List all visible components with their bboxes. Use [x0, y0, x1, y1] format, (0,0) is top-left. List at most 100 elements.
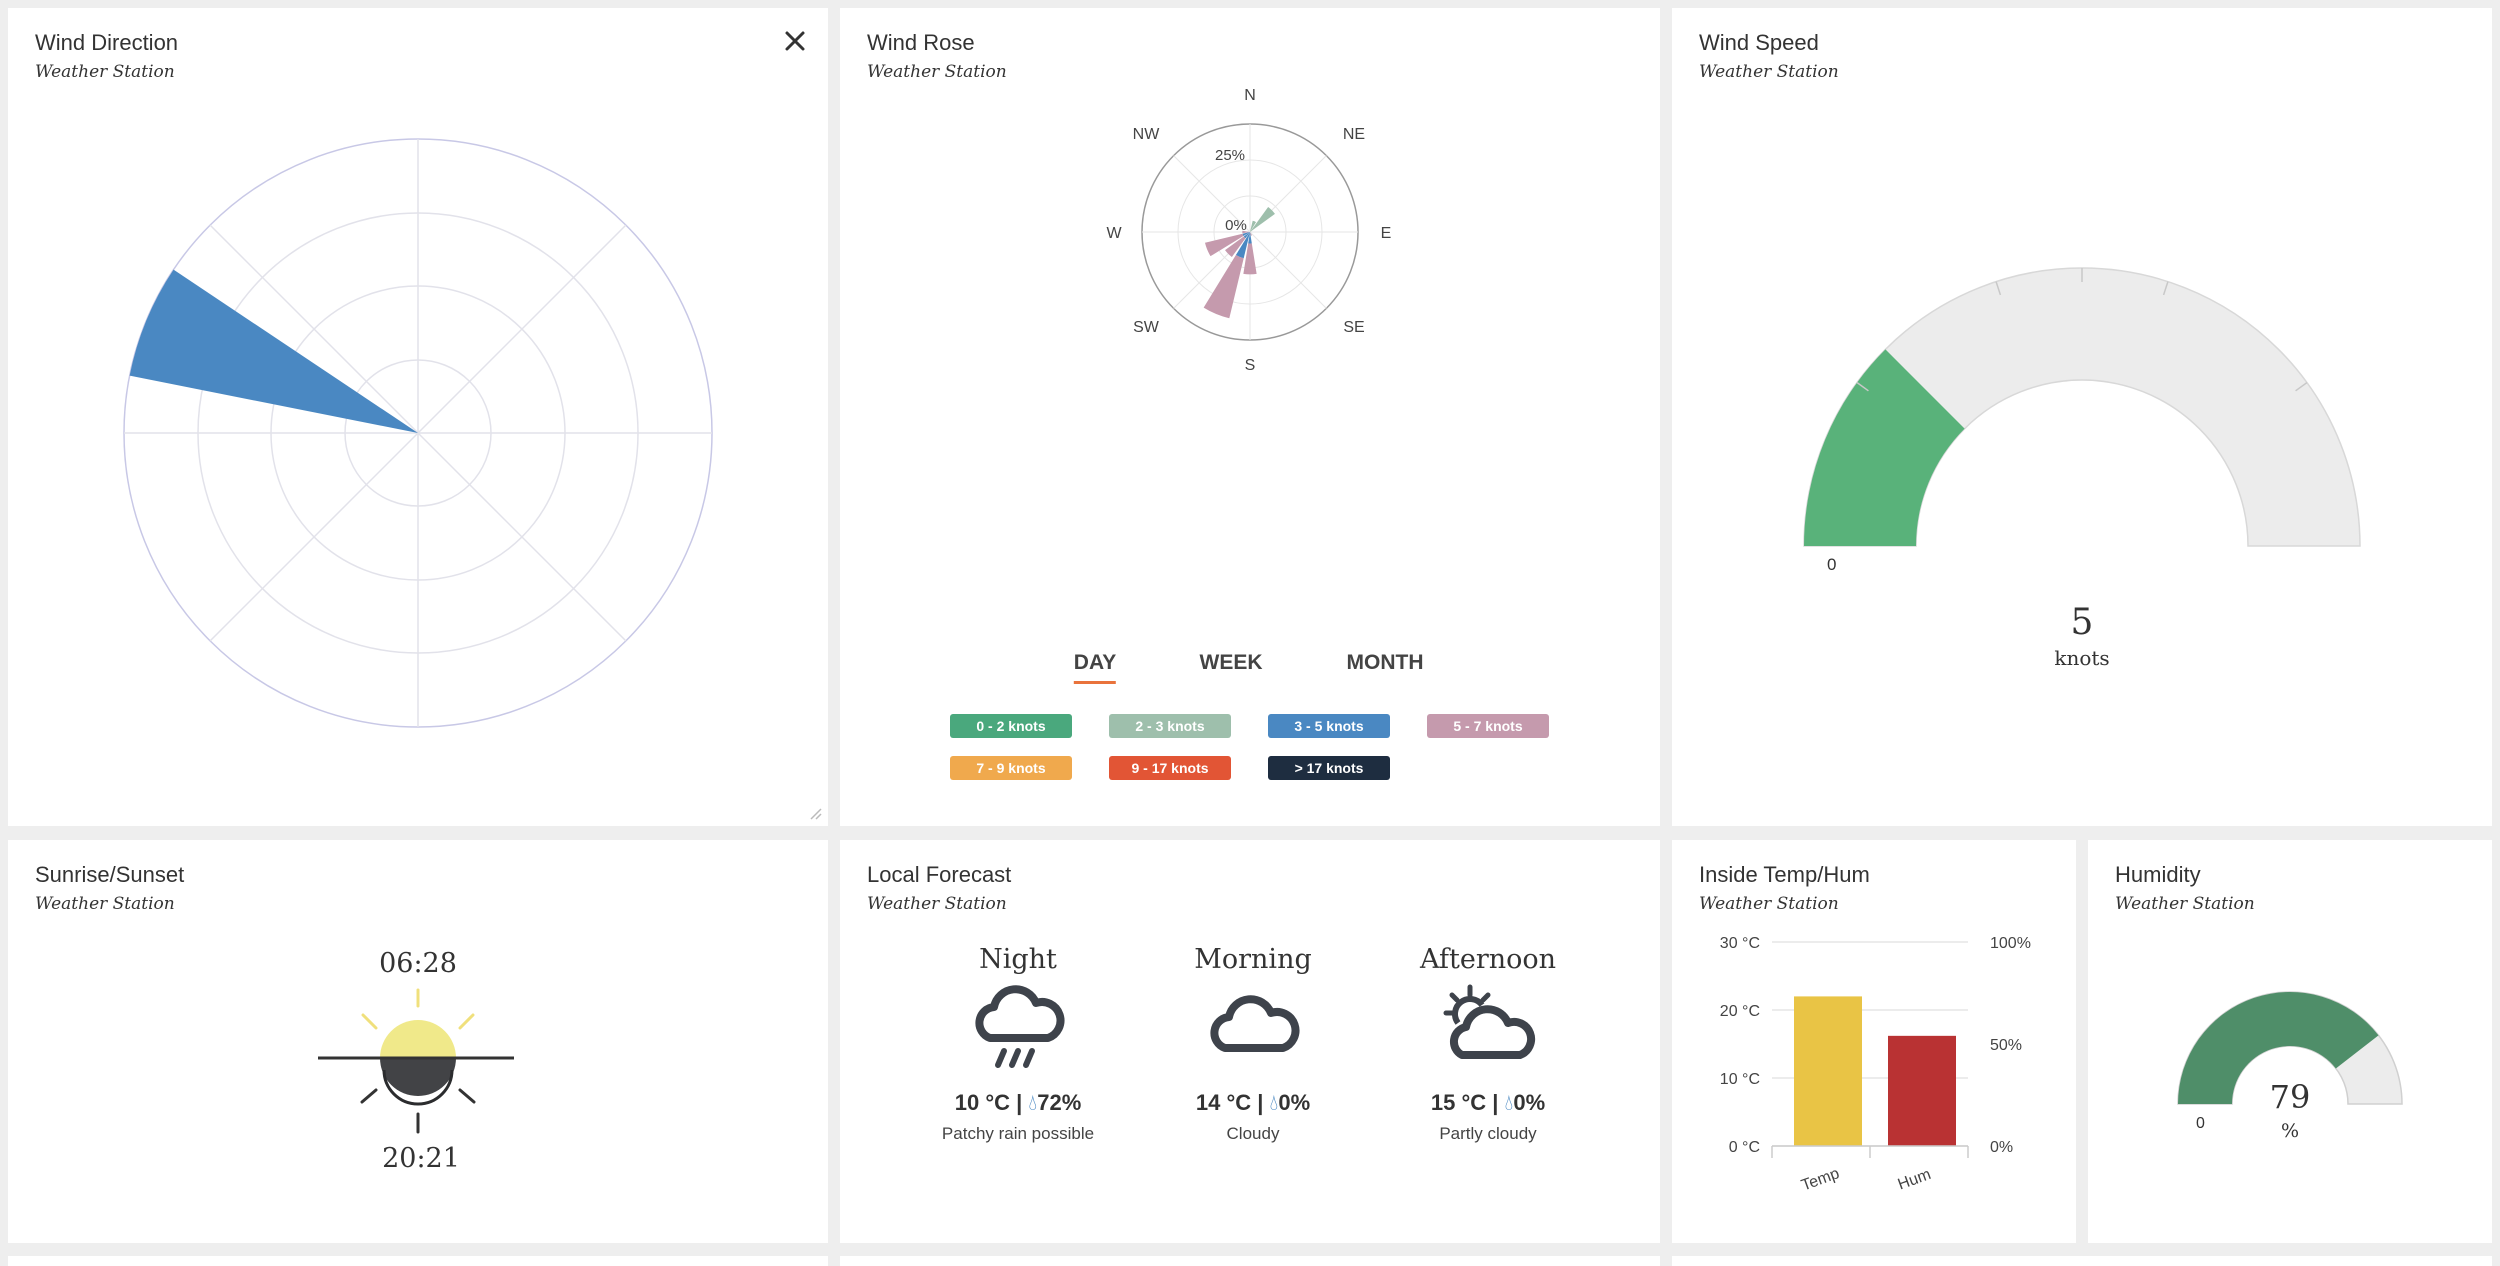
- forecast-period: Morning: [1194, 944, 1312, 975]
- compass-label: NE: [1343, 126, 1365, 143]
- wind-rose-bar: [1250, 232, 1253, 236]
- left-axis-tick: 20 °C: [1720, 1003, 1760, 1020]
- card-title: Wind Direction: [35, 30, 179, 55]
- gauge-value: 79: [2269, 1078, 2311, 1116]
- rain-cloud-icon: [975, 985, 1065, 1068]
- wind-rose-bar: [1243, 232, 1250, 239]
- legend-item[interactable]: 9 - 17 knots: [1109, 756, 1231, 780]
- card-subtitle: Weather Station: [35, 62, 175, 82]
- grid-spoke: [1249, 231, 1327, 309]
- inside-temp-hum-card: Inside Temp/Hum Weather Station 30 °C 20 …: [1672, 840, 2076, 1243]
- forecast-desc: Partly cloudy: [1439, 1124, 1537, 1143]
- ring-label: 0%: [1225, 217, 1247, 234]
- compass-label: N: [1244, 87, 1256, 104]
- legend-item[interactable]: 0 - 2 knots: [950, 714, 1072, 738]
- forecast-temp: 14 °C |: [1195, 1090, 1264, 1115]
- grid-spoke: [209, 432, 419, 642]
- grid-spoke: [417, 224, 627, 434]
- gauge-tick: [2295, 381, 2308, 392]
- wind-speed-card: Wind Speed Weather Station 0 5 knots: [1672, 8, 2492, 826]
- forecast-desc: Cloudy: [1226, 1124, 1280, 1143]
- legend-item[interactable]: > 17 knots: [1268, 756, 1390, 780]
- ring-label: 25%: [1215, 147, 1245, 164]
- compass-label: NW: [1133, 126, 1161, 143]
- right-axis-tick: 100%: [1990, 935, 2031, 952]
- right-axis-tick: 0%: [1990, 1139, 2013, 1156]
- bar-temp: [1794, 996, 1862, 1146]
- card-subtitle: Weather Station: [867, 894, 1007, 914]
- forecast-afternoon: Afternoon 15 °C | 💧︎0% Partly cloudy: [1373, 944, 1603, 1144]
- cloud-icon: [1210, 995, 1300, 1052]
- forecast-rain: 72%: [1037, 1090, 1082, 1115]
- next-card-edge: [8, 1256, 828, 1266]
- legend-item[interactable]: 2 - 3 knots: [1109, 714, 1231, 738]
- forecast-rain: 0%: [1513, 1090, 1546, 1115]
- card-subtitle: Weather Station: [1699, 894, 1839, 914]
- card-subtitle: Weather Station: [867, 62, 1007, 82]
- wind-rose-bar: [1242, 232, 1250, 237]
- forecast-night: Night 10 °C | 💧︎72% Patchy rain possible: [903, 944, 1133, 1144]
- gauge-tick: [1995, 281, 2002, 296]
- wind-rose-bar: [1242, 230, 1250, 234]
- card-title: Humidity: [2115, 862, 2201, 887]
- resize-handle-icon[interactable]: [806, 804, 822, 820]
- tab-day[interactable]: DAY: [1073, 651, 1117, 684]
- local-forecast-card: Local Forecast Weather Station Night 10 …: [840, 840, 1660, 1243]
- wind-rose-bar: [1225, 236, 1246, 257]
- raindrop-icon: 💧︎: [1269, 1090, 1279, 1115]
- card-title: Local Forecast: [867, 862, 1012, 887]
- close-icon[interactable]: [780, 26, 810, 56]
- wind-rose-bar: [1204, 233, 1244, 257]
- grid-spoke: [209, 224, 419, 434]
- gauge-unit: %: [2280, 1120, 2300, 1142]
- wind-rose-bar: [1250, 220, 1257, 232]
- legend-item[interactable]: 3 - 5 knots: [1268, 714, 1390, 738]
- card-title: Wind Speed: [1699, 30, 1819, 55]
- gauge-track: [1803, 267, 2361, 547]
- forecast-temp: 10 °C |: [954, 1090, 1023, 1115]
- wind-rose-chart: N NE E SE S SW W NW 25% 0%: [1106, 87, 1391, 374]
- period-tabs: DAY WEEK MONTH: [840, 651, 1660, 691]
- legend-item[interactable]: 7 - 9 knots: [950, 756, 1072, 780]
- legend-item[interactable]: 5 - 7 knots: [1427, 714, 1549, 738]
- sunrise-sunset-card: Sunrise/Sunset Weather Station 06:28 20:…: [8, 840, 828, 1243]
- sunrise-time: 06:28: [379, 948, 457, 979]
- forecast-period: Afternoon: [1419, 944, 1557, 975]
- compass-label: SE: [1343, 319, 1364, 336]
- card-title: Sunrise/Sunset: [35, 862, 185, 887]
- left-axis-tick: 30 °C: [1720, 935, 1760, 952]
- bar-hum: [1888, 1035, 1956, 1146]
- compass-label: W: [1106, 225, 1122, 242]
- compass-label: SW: [1133, 319, 1160, 336]
- next-card-edge: [1672, 1256, 2492, 1266]
- wind-rose-bar: [1235, 232, 1250, 259]
- gauge-min-label: 0: [1827, 555, 1836, 574]
- grid-spoke: [417, 432, 627, 642]
- humidity-card: Humidity Weather Station 0 79 %: [2088, 840, 2492, 1243]
- raindrop-icon: 💧︎: [1504, 1090, 1514, 1115]
- wind-direction-sector: [129, 269, 419, 433]
- tab-month[interactable]: MONTH: [1346, 651, 1424, 674]
- card-subtitle: Weather Station: [35, 894, 175, 914]
- forecast-morning: Morning 14 °C | 💧︎0% Cloudy: [1138, 944, 1368, 1144]
- gauge-fill: [2178, 992, 2379, 1104]
- gauge-tick: [1856, 381, 1869, 392]
- card-subtitle: Weather Station: [2115, 894, 2255, 914]
- right-axis-tick: 50%: [1990, 1037, 2022, 1054]
- sun-icon: 06:28 20:21: [318, 948, 514, 1174]
- wind-direction-card: Wind Direction Weather Station: [8, 8, 828, 826]
- wind-rose-bar: [1250, 207, 1275, 232]
- humidity-gauge: 0: [2177, 991, 2403, 1132]
- partly-cloudy-icon: [1443, 984, 1536, 1059]
- card-subtitle: Weather Station: [1699, 62, 1839, 82]
- wind-rose-bar: [1243, 243, 1257, 275]
- wind-rose-bar: [1248, 232, 1252, 244]
- gauge-unit: knots: [2054, 646, 2110, 670]
- gauge-fill: [1804, 349, 1965, 546]
- grid-spoke: [1173, 155, 1251, 233]
- card-title: Inside Temp/Hum: [1699, 862, 1870, 887]
- sunset-time: 20:21: [382, 1143, 460, 1174]
- wind-rose-card: Wind Rose Weather Station N NE E SE S SW W NW 25…: [840, 8, 1660, 826]
- category-label: Hum: [1896, 1166, 1934, 1194]
- tab-week[interactable]: WEEK: [1199, 651, 1263, 674]
